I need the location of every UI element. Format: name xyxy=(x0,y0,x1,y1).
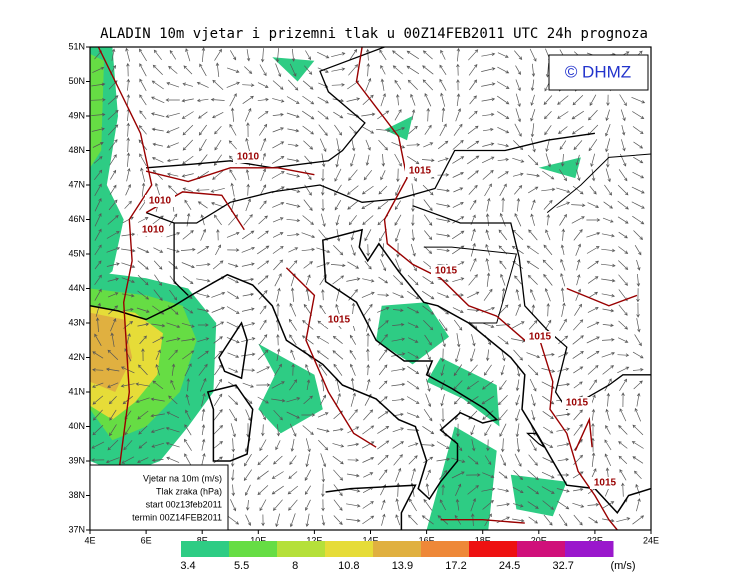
wind-shade xyxy=(384,116,413,141)
y-tick-label: 43N xyxy=(68,317,85,327)
isobar-label: 1015 xyxy=(566,398,589,409)
wind-shade xyxy=(510,474,567,517)
y-tick-label: 37N xyxy=(68,524,85,534)
border xyxy=(423,246,518,324)
isobar-label-bg xyxy=(525,331,555,343)
border xyxy=(146,47,385,169)
colorbar-swatch xyxy=(277,541,326,557)
isobar-label-bg xyxy=(138,224,168,236)
border xyxy=(145,132,595,224)
title: ALADIN 10m vjetar i prizemni tlak u 00Z1… xyxy=(100,26,648,42)
colorbar-label: 3.4 xyxy=(180,560,195,572)
y-tick-label: 38N xyxy=(68,490,85,500)
x-tick-label: 14E xyxy=(362,535,378,545)
y-tick-label: 50N xyxy=(68,76,85,86)
legend-line: Tlak zraka (hPa) xyxy=(156,486,222,496)
isobar xyxy=(97,47,153,530)
isobar-label-bg xyxy=(590,477,620,489)
isobar-label-bg xyxy=(233,151,263,163)
isobar-label-bg xyxy=(562,397,592,409)
colorbar-label: 10.8 xyxy=(338,560,359,572)
colorbar-swatch xyxy=(229,541,278,557)
coastline xyxy=(90,228,651,515)
y-tick-label: 40N xyxy=(68,421,85,431)
wind-shade xyxy=(376,302,449,365)
isobar xyxy=(285,267,377,448)
isobar-label: 1015 xyxy=(328,315,351,326)
isobar-label-bg xyxy=(145,195,175,207)
y-tick-label: 39N xyxy=(68,455,85,465)
x-tick-label: 6E xyxy=(141,535,152,545)
colorbar-swatch xyxy=(565,541,614,557)
x-tick-label: 22E xyxy=(587,535,603,545)
x-tick-label: 8E xyxy=(197,535,208,545)
x-tick-label: 16E xyxy=(419,535,435,545)
wind-shade xyxy=(538,157,581,179)
y-tick-label: 47N xyxy=(68,179,85,189)
wind-shade xyxy=(90,312,133,392)
isobar-label: 1015 xyxy=(409,166,432,177)
isobar xyxy=(145,167,315,183)
x-tick-label: 18E xyxy=(475,535,491,545)
isobar-label-bg xyxy=(324,314,354,326)
colorbar-swatch xyxy=(325,541,374,557)
legend-line: Vjetar na 10m (m/s) xyxy=(143,473,222,483)
colorbar-swatch xyxy=(469,541,518,557)
wind-shade xyxy=(90,53,104,168)
x-tick-label: 20E xyxy=(531,535,547,545)
isobar xyxy=(566,287,638,307)
wind-arrows xyxy=(90,47,646,528)
colorbar-swatch xyxy=(373,541,422,557)
legend-line: start 00z13feb2011 xyxy=(146,499,222,509)
isobar-label: 1010 xyxy=(142,225,165,236)
colorbar-label: 24.5 xyxy=(499,560,520,572)
island xyxy=(526,432,545,448)
isobar-label: 1010 xyxy=(237,152,260,163)
copyright-box xyxy=(548,54,649,91)
x-tick-label: 12E xyxy=(306,535,322,545)
x-tick-label: 10E xyxy=(250,535,266,545)
colorbar-unit: (m/s) xyxy=(610,560,635,572)
y-tick-label: 44N xyxy=(68,283,85,293)
y-tick-label: 45N xyxy=(68,248,85,258)
coastline xyxy=(325,484,417,530)
isobar xyxy=(355,47,618,530)
y-tick-label: 42N xyxy=(68,352,85,362)
y-tick-label: 41N xyxy=(68,386,85,396)
colorbar-label: 17.2 xyxy=(445,560,466,572)
isobar xyxy=(574,416,593,451)
isobar-label: 1015 xyxy=(594,478,617,489)
colorbar-swatch xyxy=(517,541,566,557)
y-tick-label: 46N xyxy=(68,214,85,224)
wind-shade xyxy=(426,357,500,427)
x-tick-label: 4E xyxy=(84,535,95,545)
y-tick-label: 49N xyxy=(68,110,85,120)
x-tick-label: 24E xyxy=(643,535,659,545)
isobar-label: 1010 xyxy=(149,196,172,207)
legend-line: termin 00Z14FEB2011 xyxy=(132,512,222,522)
border xyxy=(546,153,651,213)
colorbar-swatch xyxy=(181,541,230,557)
isobar-label-bg xyxy=(405,165,435,177)
wind-shade xyxy=(272,57,315,82)
colorbar-label: 8 xyxy=(292,560,298,572)
isobar-label-bg xyxy=(431,265,461,277)
border xyxy=(412,205,651,411)
colorbar-swatch xyxy=(421,541,470,557)
isobar-label: 1015 xyxy=(529,332,552,343)
border xyxy=(173,223,189,296)
y-tick-label: 51N xyxy=(68,41,85,51)
isobar-label: 1015 xyxy=(435,266,458,277)
copyright: © DHMZ xyxy=(565,62,631,81)
legend-box xyxy=(89,464,229,531)
island xyxy=(206,384,254,462)
island xyxy=(218,321,248,380)
wind-shade xyxy=(426,426,497,530)
y-tick-label: 48N xyxy=(68,145,85,155)
colorbar-label: 5.5 xyxy=(234,560,249,572)
colorbar-label: 32.7 xyxy=(552,560,573,572)
isobar xyxy=(440,519,525,524)
colorbar-label: 13.9 xyxy=(392,560,413,572)
